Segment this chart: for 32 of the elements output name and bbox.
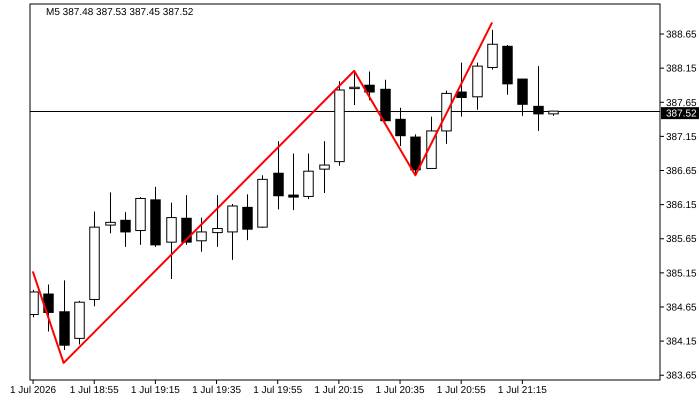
- candlestick: [487, 29, 498, 70]
- candlestick: [105, 192, 116, 234]
- x-tick-label: 1 Jul 2026: [10, 385, 57, 396]
- x-tick-label: 1 Jul 20:15: [314, 385, 364, 396]
- y-tick-label: 387.15: [666, 132, 698, 143]
- x-tick-label: 1 Jul 18:55: [70, 385, 120, 396]
- line-series: [32, 22, 493, 364]
- candlestick: [120, 212, 131, 248]
- y-tick-label: 385.65: [666, 234, 698, 246]
- y-tick-label: 385.15: [666, 268, 698, 280]
- y-tick-label: 384.15: [666, 336, 698, 348]
- x-tick-label: 1 Jul 19:35: [192, 385, 242, 396]
- candlestick: [212, 194, 223, 248]
- chart-title: M5 387.48 387.53 387.45 387.52: [46, 7, 194, 18]
- x-tick-label: 1 Jul 20:35: [376, 385, 425, 396]
- x-tick-label: 1 Jul 20:55: [436, 385, 486, 396]
- ref-line-label: 387.52: [666, 108, 698, 120]
- y-tick-label: 388.65: [666, 30, 698, 41]
- y-tick-label: 386.65: [666, 166, 698, 178]
- candlestick: [242, 194, 253, 241]
- y-tick-label: 383.65: [666, 370, 698, 382]
- candlestick: [319, 140, 330, 194]
- y-tick-label: 386.15: [666, 200, 698, 212]
- y-tick-label: 384.65: [666, 302, 698, 314]
- candlestick: [273, 140, 284, 210]
- x-tick-label: 1 Jul 21:15: [498, 385, 548, 396]
- candlestick: [288, 152, 299, 211]
- candlestick: [196, 217, 207, 252]
- x-tick-label: 1 Jul 19:55: [253, 385, 303, 396]
- x-tick-label: 1 Jul 19:15: [130, 385, 180, 396]
- y-tick-label: 387.65: [666, 98, 698, 109]
- y-tick-label: 388.15: [666, 64, 698, 75]
